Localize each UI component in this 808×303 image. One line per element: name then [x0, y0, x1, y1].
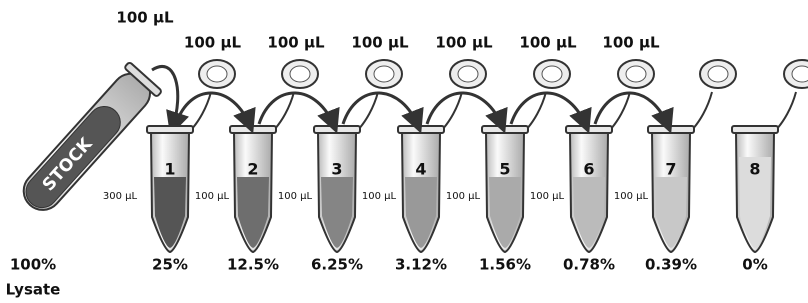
tube-lid-inner	[708, 66, 728, 82]
tube-rim	[314, 126, 360, 133]
tube-number: 7	[665, 160, 676, 179]
tube: 8	[732, 60, 808, 252]
transfer-arrow	[595, 93, 669, 128]
stock-transfer-volume: 100 µL	[116, 9, 174, 27]
tube-rim	[648, 126, 694, 133]
tube-lid-inner	[207, 66, 227, 82]
serial-dilution-diagram: STOCK 100 µL 100% Lysate 1 25% 2 12.5% 3 6.25…	[0, 0, 808, 299]
tube-lid-inner	[458, 66, 478, 82]
tube-liquid	[321, 177, 353, 248]
tube-percent: 3.12%	[395, 256, 447, 274]
transfer-volume: 100 µL	[519, 34, 577, 52]
stock-sublabel: Lysate	[6, 281, 61, 299]
tube-percent: 25%	[152, 256, 188, 274]
tube-number: 5	[499, 160, 510, 179]
tube-percent: 6.25%	[311, 256, 363, 274]
transfer-volume: 100 µL	[184, 34, 242, 52]
tube-liquid	[489, 177, 521, 248]
side-volume: 100 µL	[446, 191, 481, 202]
stock-percent: 100%	[10, 256, 56, 274]
side-volume: 100 µL	[614, 191, 649, 202]
tube-liquid	[154, 177, 186, 248]
tube-number: 3	[331, 160, 342, 179]
tube-rim	[732, 126, 778, 133]
tube-number: 4	[415, 160, 426, 179]
tube-lid-inner	[792, 66, 808, 82]
transfer-arrow	[511, 93, 587, 128]
tube-lid-inner	[626, 66, 646, 82]
side-volume: 300 µL	[103, 191, 138, 202]
tube: 4	[398, 60, 486, 252]
tube: 5	[482, 60, 570, 252]
tube-percent: 0.39%	[645, 256, 697, 274]
tube-lid-inner	[290, 66, 310, 82]
side-volume: 100 µL	[362, 191, 397, 202]
tube-number: 1	[164, 160, 175, 179]
tube-percent: 0%	[742, 256, 767, 274]
tube-liquid	[573, 177, 605, 248]
transfer-arrow	[176, 93, 251, 128]
stock-tube: STOCK	[14, 62, 162, 220]
tube: 2	[230, 60, 318, 252]
tube-liquid	[405, 177, 437, 248]
transfer-volume: 100 µL	[351, 34, 409, 52]
transfer-volume: 100 µL	[267, 34, 325, 52]
tube-number: 6	[583, 160, 594, 179]
tube-rim	[482, 126, 528, 133]
tube-rim	[230, 126, 276, 133]
tube: 7	[648, 60, 736, 252]
tube-percent: 12.5%	[227, 256, 279, 274]
transfer-arrow	[427, 93, 503, 128]
tube-lid-inner	[374, 66, 394, 82]
tube-percent: 0.78%	[563, 256, 615, 274]
tube-number: 2	[247, 160, 258, 179]
side-volume: 100 µL	[195, 191, 230, 202]
side-volume: 100 µL	[278, 191, 313, 202]
tube-rim	[147, 126, 193, 133]
stock-arrow	[152, 66, 178, 130]
side-volume: 100 µL	[530, 191, 565, 202]
tube-rim	[398, 126, 444, 133]
tube-liquid	[237, 177, 269, 248]
tube-rim	[566, 126, 612, 133]
tube: 6	[566, 60, 654, 252]
tube-lid-inner	[542, 66, 562, 82]
tube-percent: 1.56%	[479, 256, 531, 274]
tube-number: 8	[749, 160, 760, 179]
transfer-volume: 100 µL	[602, 34, 660, 52]
transfer-arrow	[343, 93, 419, 128]
tube-liquid	[655, 177, 687, 248]
transfer-volume: 100 µL	[435, 34, 493, 52]
transfer-arrow	[259, 93, 335, 128]
tube: 3	[314, 60, 402, 252]
